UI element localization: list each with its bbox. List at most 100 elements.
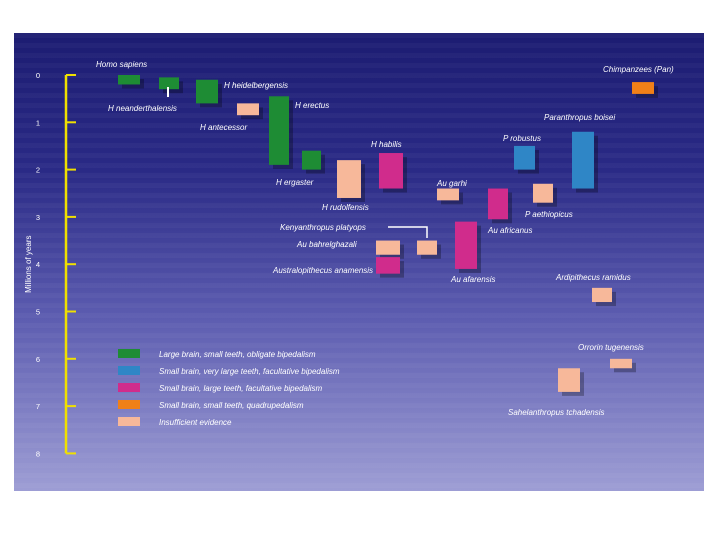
y-tick-label: 0 (36, 71, 40, 80)
legend-swatch-habilis_type (118, 383, 140, 392)
bg-stripe (14, 123, 704, 128)
y-axis-title: Millions of years (24, 236, 33, 293)
chart-panel: 0 1 2 3 4 5 6 7 8 Millions of years Homo sapiens H… (14, 33, 704, 491)
y-tick-label: 4 (36, 260, 40, 269)
bar-orrorin-tugenensis (610, 358, 632, 369)
label-p-robustus: P robustus (503, 134, 541, 143)
bar-ardipithecus-ramidus (592, 287, 612, 303)
label-australopithecus-anamensis: Australopithecus anamensis (272, 266, 373, 275)
bg-stripe (14, 453, 704, 458)
bg-stripe (14, 333, 704, 338)
label-kenyanthropus-platyops: Kenyanthropus platyops (280, 223, 366, 232)
bar-sahelanthropus-tchadensis (558, 368, 580, 392)
bar-h-antecessor (237, 103, 259, 116)
species-labels: Homo sapiens H neanderthalensis H heidelbe… (96, 60, 674, 417)
bg-stripe (14, 483, 704, 488)
bg-stripe (14, 283, 704, 288)
bg-stripe (14, 53, 704, 58)
label-h-rudolfensis: H rudolfensis (322, 203, 369, 212)
label-h-ergaster: H ergaster (276, 178, 314, 187)
bar-h-rudolfensis (337, 160, 361, 198)
bg-stripe (14, 93, 704, 98)
bg-stripe (14, 233, 704, 238)
label-sahelanthropus-tchadensis: Sahelanthropus tchadensis (508, 408, 605, 417)
bg-stripe (14, 473, 704, 478)
label-au-garhi: Au garhi (436, 179, 467, 188)
label-au-africanus: Au africanus (487, 226, 532, 235)
species-bars (118, 75, 658, 396)
bg-stripe (14, 373, 704, 378)
legend-label-robust: Small brain, very large teeth, facultati… (159, 367, 340, 376)
bg-stripe (14, 463, 704, 468)
bg-stripe (14, 313, 704, 318)
label-au-afarensis: Au afarensis (450, 275, 495, 284)
bg-stripe (14, 443, 704, 448)
legend-swatch-robust (118, 366, 140, 375)
legend-swatch-quadruped (118, 400, 140, 409)
label-h-neanderthalensis: H neanderthalensis (108, 104, 177, 113)
bar-p-robustus (514, 145, 535, 170)
bg-stripe (14, 213, 704, 218)
label-homo-sapiens: Homo sapiens (96, 60, 147, 69)
y-tick-label: 5 (36, 308, 40, 317)
bg-stripe (14, 243, 704, 248)
bg-stripe (14, 383, 704, 388)
y-tick-label: 3 (36, 213, 40, 222)
bar-kenyanthropus-platyops (417, 240, 437, 255)
y-tick-label: 6 (36, 355, 40, 364)
legend-swatch-large_brain (118, 349, 140, 358)
bg-stripe (14, 33, 704, 38)
y-axis: 0 1 2 3 4 5 6 7 8 Millions of years (24, 71, 76, 458)
label-h-erectus: H erectus (295, 101, 329, 110)
label-orrorin-tugenensis: Orrorin tugenensis (578, 343, 644, 352)
bar-au-garhi (437, 188, 459, 201)
background-stripes (14, 33, 704, 488)
bg-stripe (14, 73, 704, 78)
bg-stripe (14, 133, 704, 138)
label-h-habilis: H habilis (371, 140, 402, 149)
bar-chimpanzees-pan (632, 82, 654, 94)
label-au-bahrelghazali: Au bahrelghazali (296, 240, 357, 249)
y-tick-label: 8 (36, 449, 40, 458)
bg-stripe (14, 323, 704, 328)
bar-h-erectus (269, 96, 289, 165)
bar-paranthropus-boisei (572, 131, 594, 189)
kenyanthropus-connector (388, 226, 428, 238)
label-p-aethiopicus: P aethiopicus (525, 210, 573, 219)
y-tick-label: 2 (36, 166, 40, 175)
bg-stripe (14, 253, 704, 258)
label-paranthropus-boisei: Paranthropus boisei (544, 113, 615, 122)
legend-swatch-insufficient (118, 417, 140, 426)
bar-h-ergaster (302, 150, 321, 170)
bar-australopithecus-anamensis (376, 257, 400, 274)
bg-stripe (14, 433, 704, 438)
legend-label-large_brain: Large brain, small teeth, obligate biped… (159, 350, 316, 359)
bg-stripe (14, 83, 704, 88)
bar-au-africanus (488, 188, 508, 220)
label-h-antecessor: H antecessor (200, 123, 247, 132)
bg-stripe (14, 153, 704, 158)
bg-stripe (14, 363, 704, 368)
legend-label-insufficient: Insufficient evidence (159, 418, 232, 427)
bar-au-bahrelghazali (376, 240, 400, 255)
bar-h-heidelbergensis (196, 79, 218, 104)
label-h-heidelbergensis: H heidelbergensis (224, 81, 288, 90)
bg-stripe (14, 393, 704, 398)
bg-stripe (14, 353, 704, 358)
bg-stripe (14, 423, 704, 428)
legend-label-quadruped: Small brain, small teeth, quadrupedalism (159, 401, 304, 410)
bar-h-habilis (379, 153, 403, 189)
label-chimpanzees-pan: Chimpanzees (Pan) (603, 65, 674, 74)
y-tick-label: 1 (36, 118, 40, 127)
bar-p-aethiopicus (533, 183, 553, 203)
bg-stripe (14, 143, 704, 148)
legend-label-habilis_type: Small brain, large teeth, facultative bi… (159, 384, 323, 393)
bar-au-afarensis (455, 221, 477, 269)
legend: Large brain, small teeth, obligate biped… (118, 349, 340, 427)
bg-stripe (14, 43, 704, 48)
label-ardipithecus-ramidus: Ardipithecus ramidus (555, 273, 631, 282)
y-tick-label: 7 (36, 402, 40, 411)
bar-homo-sapiens (118, 75, 140, 85)
bar-h-neanderthalensis (159, 77, 179, 90)
